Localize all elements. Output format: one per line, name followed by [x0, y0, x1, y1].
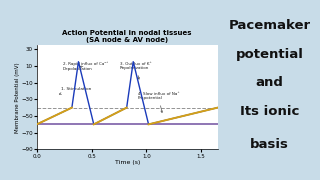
Text: 1. Stimulation: 1. Stimulation — [59, 87, 91, 94]
Text: 4. Slow influx of Na⁺
Prepotential: 4. Slow influx of Na⁺ Prepotential — [138, 92, 179, 112]
Text: and: and — [256, 76, 284, 89]
Text: basis: basis — [250, 138, 289, 150]
Y-axis label: Membrane Potential (mV): Membrane Potential (mV) — [15, 62, 20, 132]
Text: potential: potential — [236, 48, 304, 60]
Text: 2. Rapid influx of Ca²⁺
Depolarization: 2. Rapid influx of Ca²⁺ Depolarization — [63, 61, 108, 71]
Text: Pacemaker: Pacemaker — [228, 19, 311, 32]
Text: Its ionic: Its ionic — [240, 105, 299, 118]
Title: Action Potential in nodal tissues
(SA node & AV node): Action Potential in nodal tissues (SA no… — [62, 30, 192, 43]
X-axis label: Time (s): Time (s) — [115, 160, 140, 165]
Text: 3. Outflux of K⁺
Repolarization: 3. Outflux of K⁺ Repolarization — [120, 62, 152, 79]
